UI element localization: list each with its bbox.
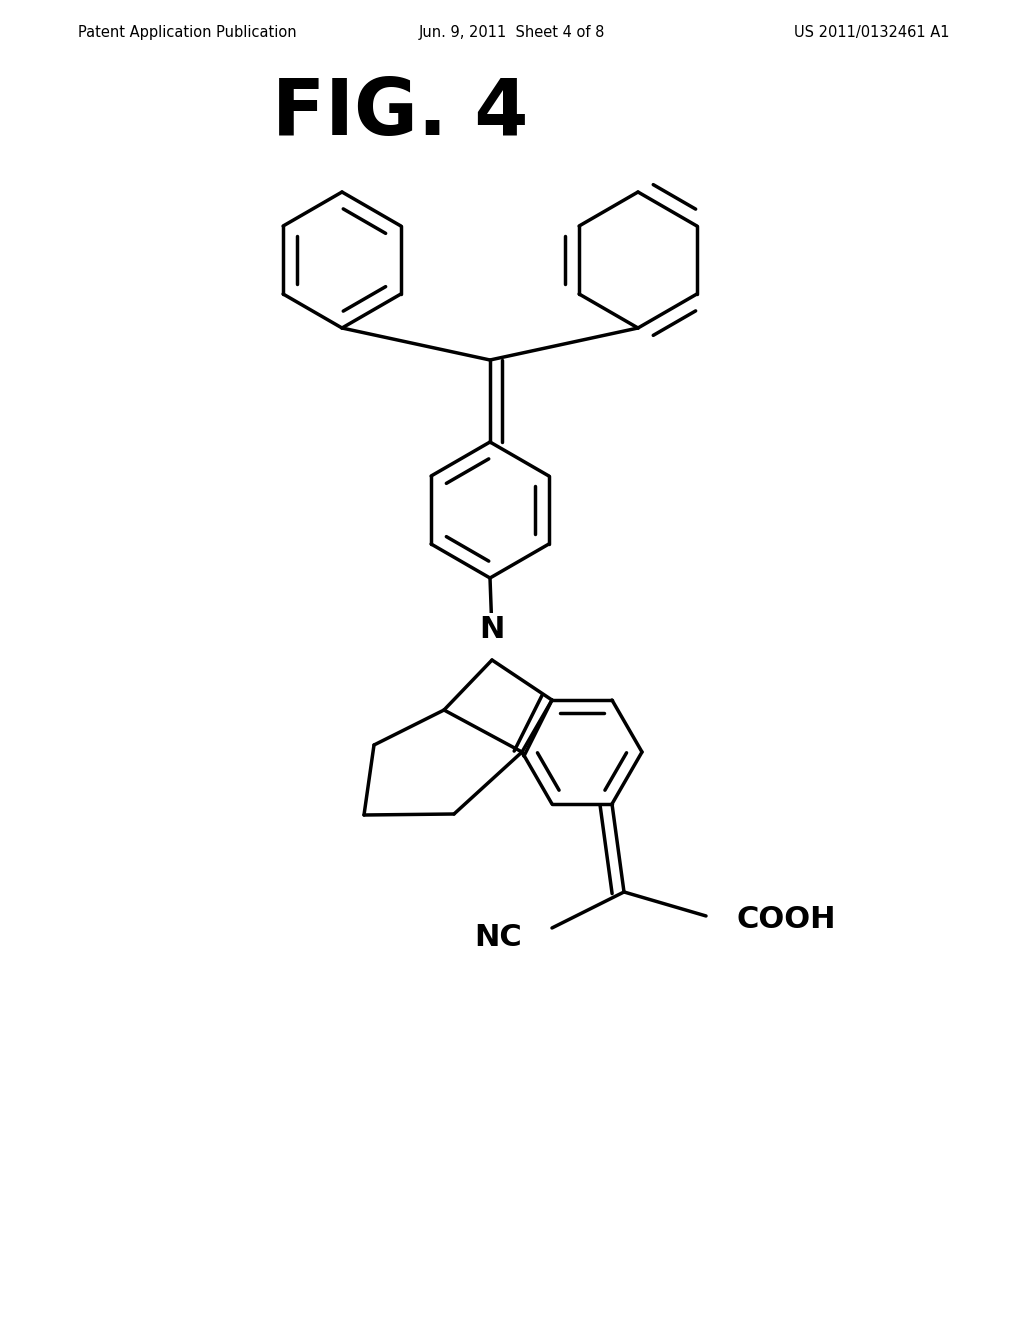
Text: NC: NC [474,924,522,953]
Text: COOH: COOH [736,906,836,935]
Text: N: N [479,615,505,644]
Text: FIG. 4: FIG. 4 [271,75,528,150]
Text: Jun. 9, 2011  Sheet 4 of 8: Jun. 9, 2011 Sheet 4 of 8 [419,25,605,40]
Text: Patent Application Publication: Patent Application Publication [78,25,297,40]
Text: US 2011/0132461 A1: US 2011/0132461 A1 [795,25,950,40]
